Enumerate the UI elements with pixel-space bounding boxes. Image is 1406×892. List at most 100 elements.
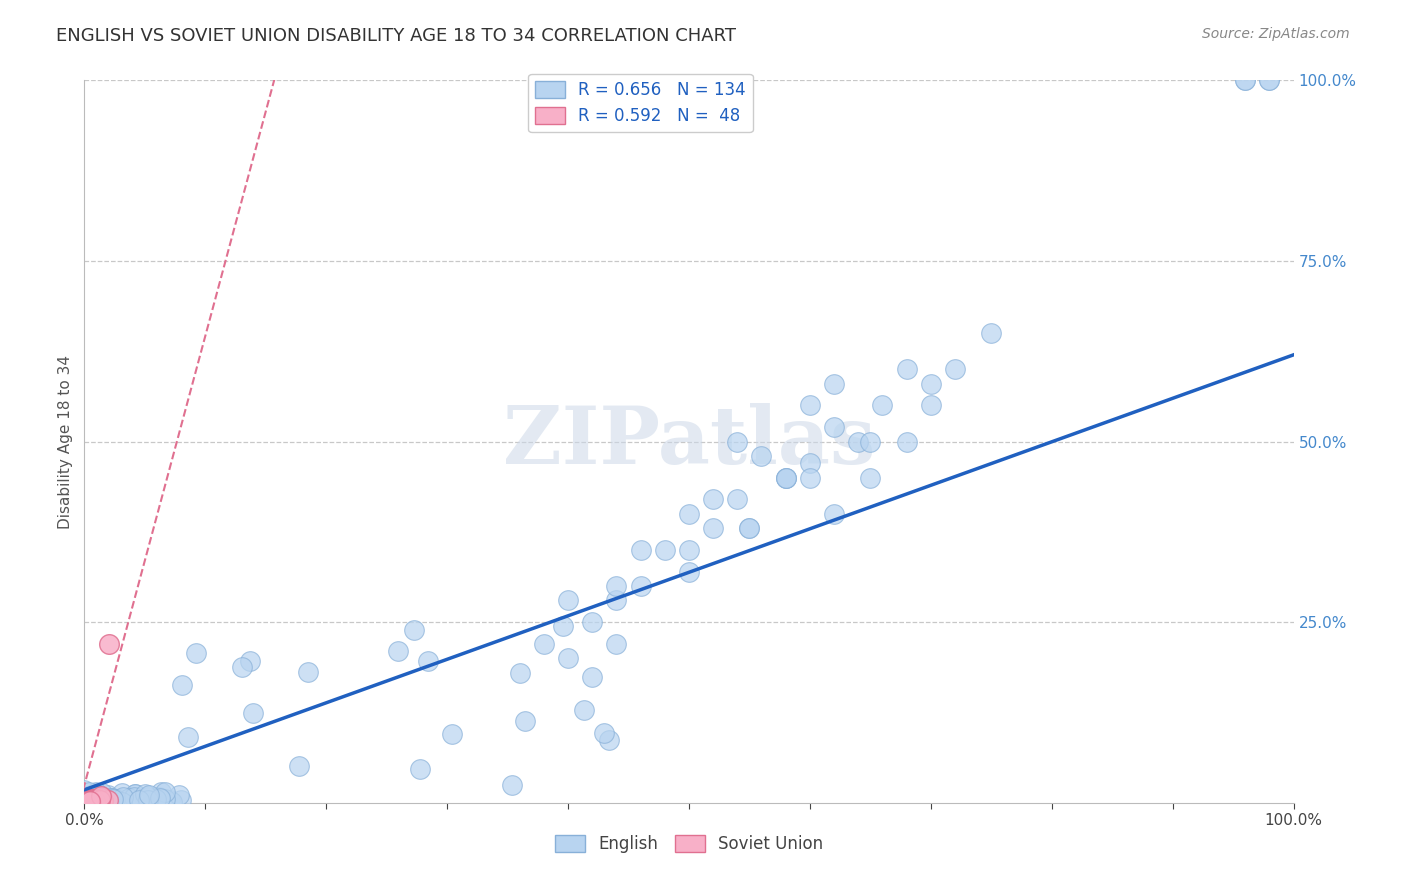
Point	[169, 788, 191, 802]
Point	[725, 434, 748, 449]
Point	[101, 792, 124, 806]
Point	[145, 789, 167, 804]
Point	[404, 624, 426, 638]
Point	[823, 376, 845, 391]
Point	[111, 786, 134, 800]
Point	[581, 670, 603, 684]
Point	[135, 795, 157, 809]
Point	[75, 796, 97, 810]
Point	[148, 790, 170, 805]
Point	[124, 787, 146, 801]
Point	[90, 789, 112, 804]
Point	[135, 792, 157, 806]
Point	[93, 792, 115, 806]
Point	[1258, 73, 1281, 87]
Point	[75, 789, 97, 803]
Point	[149, 785, 172, 799]
Point	[738, 521, 761, 535]
Point	[86, 793, 108, 807]
Point	[104, 792, 127, 806]
Point	[136, 790, 159, 805]
Point	[920, 376, 942, 391]
Point	[124, 793, 146, 807]
Point	[80, 794, 103, 808]
Point	[79, 793, 101, 807]
Point	[84, 788, 107, 802]
Point	[75, 796, 97, 810]
Point	[598, 733, 620, 747]
Point	[513, 714, 536, 728]
Point	[138, 788, 160, 802]
Point	[84, 786, 107, 800]
Point	[145, 792, 167, 806]
Point	[124, 790, 146, 805]
Point	[153, 785, 176, 799]
Point	[128, 792, 150, 806]
Point	[84, 794, 107, 808]
Point	[1234, 73, 1257, 87]
Point	[73, 782, 96, 797]
Point	[96, 794, 118, 808]
Point	[111, 795, 134, 809]
Point	[84, 796, 107, 810]
Point	[138, 793, 160, 807]
Point	[118, 791, 141, 805]
Point	[76, 794, 98, 808]
Point	[172, 677, 194, 691]
Point	[86, 793, 108, 807]
Point	[1234, 73, 1257, 87]
Point	[118, 791, 141, 805]
Point	[82, 794, 104, 808]
Point	[108, 792, 131, 806]
Point	[557, 593, 579, 607]
Point	[702, 492, 724, 507]
Point	[605, 637, 627, 651]
Text: ENGLISH VS SOVIET UNION DISABILITY AGE 18 TO 34 CORRELATION CHART: ENGLISH VS SOVIET UNION DISABILITY AGE 1…	[56, 27, 737, 45]
Point	[83, 793, 105, 807]
Point	[572, 703, 595, 717]
Legend: English, Soviet Union: English, Soviet Union	[548, 828, 830, 860]
Point	[86, 793, 108, 807]
Point	[896, 434, 918, 449]
Point	[84, 794, 107, 808]
Point	[97, 637, 120, 651]
Point	[155, 791, 177, 805]
Point	[79, 796, 101, 810]
Point	[501, 778, 523, 792]
Point	[678, 565, 700, 579]
Point	[170, 793, 193, 807]
Point	[409, 762, 432, 776]
Point	[80, 794, 103, 808]
Point	[100, 790, 122, 805]
Point	[87, 793, 110, 807]
Point	[231, 659, 253, 673]
Point	[79, 793, 101, 807]
Point	[97, 793, 120, 807]
Point	[143, 794, 166, 808]
Point	[77, 792, 100, 806]
Point	[943, 362, 966, 376]
Point	[91, 795, 114, 809]
Point	[725, 492, 748, 507]
Point	[101, 791, 124, 805]
Point	[83, 795, 105, 809]
Point	[80, 794, 103, 808]
Point	[387, 644, 409, 658]
Point	[799, 456, 821, 470]
Point	[101, 791, 124, 805]
Point	[82, 789, 104, 804]
Point	[288, 759, 311, 773]
Point	[76, 795, 98, 809]
Point	[581, 615, 603, 630]
Point	[751, 449, 773, 463]
Point	[605, 579, 627, 593]
Point	[89, 796, 111, 810]
Point	[73, 796, 96, 810]
Point	[82, 789, 104, 804]
Point	[90, 789, 112, 804]
Point	[920, 398, 942, 412]
Point	[82, 795, 104, 809]
Text: Source: ZipAtlas.com: Source: ZipAtlas.com	[1202, 27, 1350, 41]
Point	[82, 790, 104, 805]
Point	[823, 420, 845, 434]
